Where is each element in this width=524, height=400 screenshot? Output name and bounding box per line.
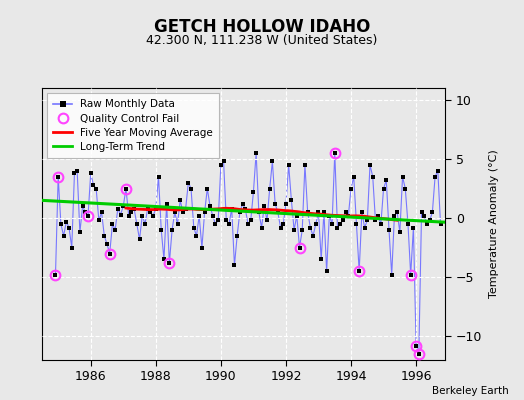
Text: 42.300 N, 111.238 W (United States): 42.300 N, 111.238 W (United States)	[146, 34, 378, 47]
Text: GETCH HOLLOW IDAHO: GETCH HOLLOW IDAHO	[154, 18, 370, 36]
Text: Berkeley Earth: Berkeley Earth	[432, 386, 508, 396]
Y-axis label: Temperature Anomaly (°C): Temperature Anomaly (°C)	[489, 150, 499, 298]
Legend: Raw Monthly Data, Quality Control Fail, Five Year Moving Average, Long-Term Tren: Raw Monthly Data, Quality Control Fail, …	[47, 93, 220, 158]
